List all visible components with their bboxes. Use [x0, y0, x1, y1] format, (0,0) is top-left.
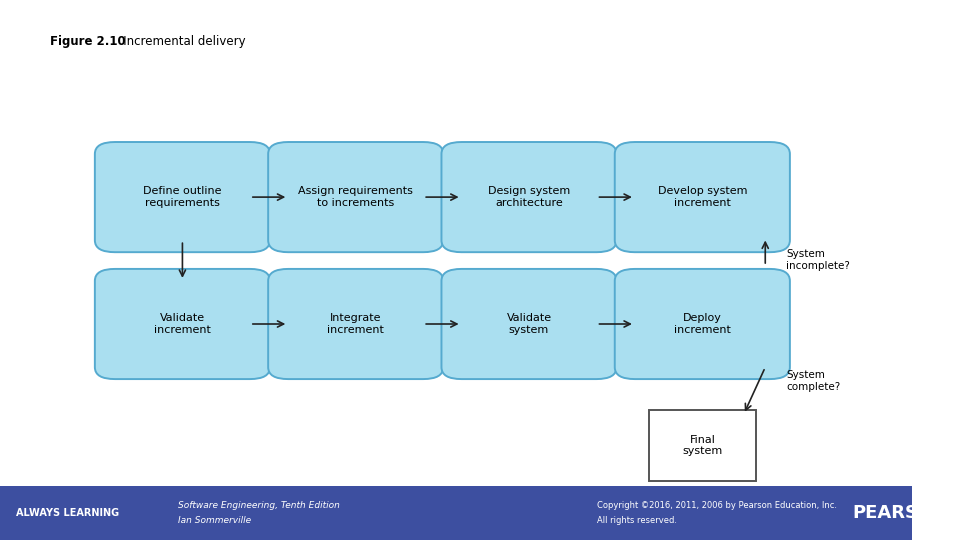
Text: Copyright ©2016, 2011, 2006 by Pearson Education, Inc.: Copyright ©2016, 2011, 2006 by Pearson E…: [597, 502, 837, 510]
Text: Define outline
requirements: Define outline requirements: [143, 186, 222, 208]
FancyBboxPatch shape: [95, 142, 270, 252]
Text: Design system
architecture: Design system architecture: [488, 186, 570, 208]
FancyBboxPatch shape: [442, 142, 616, 252]
Text: PEARSON: PEARSON: [852, 504, 949, 522]
FancyBboxPatch shape: [268, 142, 444, 252]
Text: Validate
increment: Validate increment: [154, 313, 211, 335]
FancyBboxPatch shape: [614, 142, 790, 252]
FancyBboxPatch shape: [614, 269, 790, 379]
FancyBboxPatch shape: [442, 269, 616, 379]
Bar: [0, 486, 912, 540]
Text: Deploy
increment: Deploy increment: [674, 313, 731, 335]
Text: Develop system
increment: Develop system increment: [658, 186, 747, 208]
FancyBboxPatch shape: [649, 410, 756, 481]
Text: Integrate
increment: Integrate increment: [327, 313, 384, 335]
Text: Figure 2.10: Figure 2.10: [50, 35, 126, 48]
Text: System
incomplete?: System incomplete?: [786, 249, 851, 271]
Text: Final
system: Final system: [683, 435, 723, 456]
Text: All rights reserved.: All rights reserved.: [597, 516, 678, 524]
Text: ALWAYS LEARNING: ALWAYS LEARNING: [16, 508, 120, 518]
Text: Software Engineering, Tenth Edition: Software Engineering, Tenth Edition: [178, 502, 340, 510]
Text: Validate
system: Validate system: [507, 313, 552, 335]
FancyBboxPatch shape: [95, 269, 270, 379]
Text: Copyright ©2016 Pearson Education, All Rights Reserved: Copyright ©2016 Pearson Education, All R…: [347, 495, 565, 504]
Text: Assign requirements
to increments: Assign requirements to increments: [299, 186, 413, 208]
Text: System
complete?: System complete?: [786, 370, 841, 392]
FancyBboxPatch shape: [268, 269, 444, 379]
Text: Ian Sommerville: Ian Sommerville: [178, 516, 251, 524]
Text: Incremental delivery: Incremental delivery: [112, 35, 246, 48]
